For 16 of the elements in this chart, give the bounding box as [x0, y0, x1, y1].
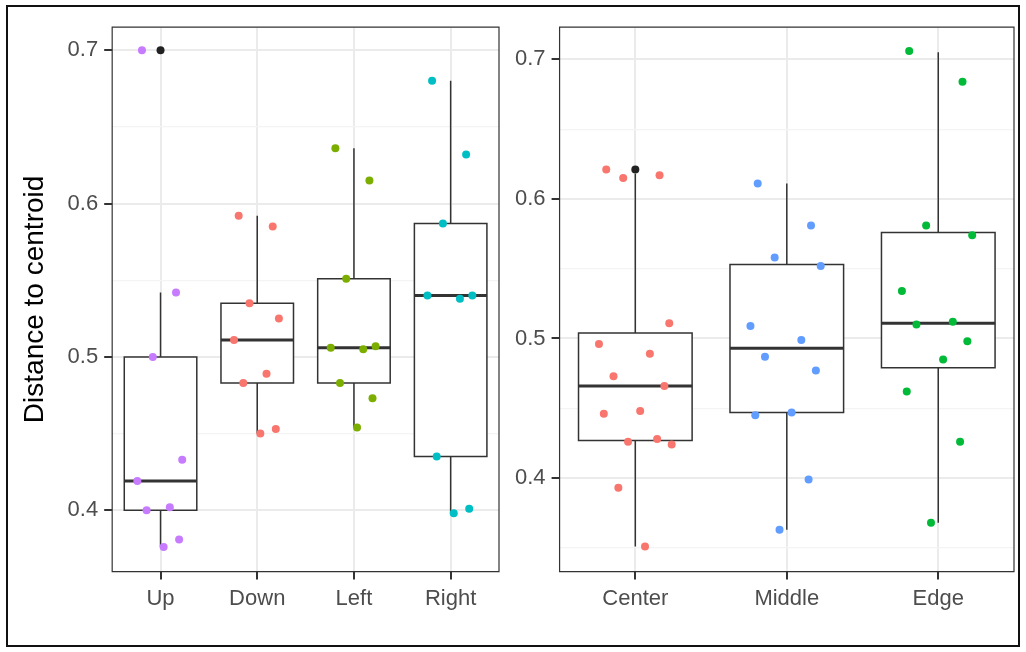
y-tick-label: 0.5 [67, 342, 99, 368]
x-tick-label: Edge [912, 584, 964, 610]
x-tick-label: Left [335, 584, 373, 610]
y-tick-label: 0.7 [514, 45, 546, 71]
y-tick-label: 0.4 [67, 496, 99, 522]
y-tick-label: 0.6 [514, 184, 546, 210]
x-tick-label: Middle [754, 584, 820, 610]
y-tick-label: 0.7 [67, 36, 99, 62]
y-tick-label: 0.4 [514, 464, 546, 490]
y-axis-title: Distance to centroid [17, 175, 49, 424]
x-tick-label: Right [424, 584, 477, 610]
x-tick-label: Center [602, 584, 669, 610]
x-tick-label: Down [229, 584, 286, 610]
y-tick-label: 0.6 [67, 189, 99, 215]
y-tick-label: 0.5 [514, 324, 546, 350]
x-tick-label: Up [146, 584, 175, 610]
